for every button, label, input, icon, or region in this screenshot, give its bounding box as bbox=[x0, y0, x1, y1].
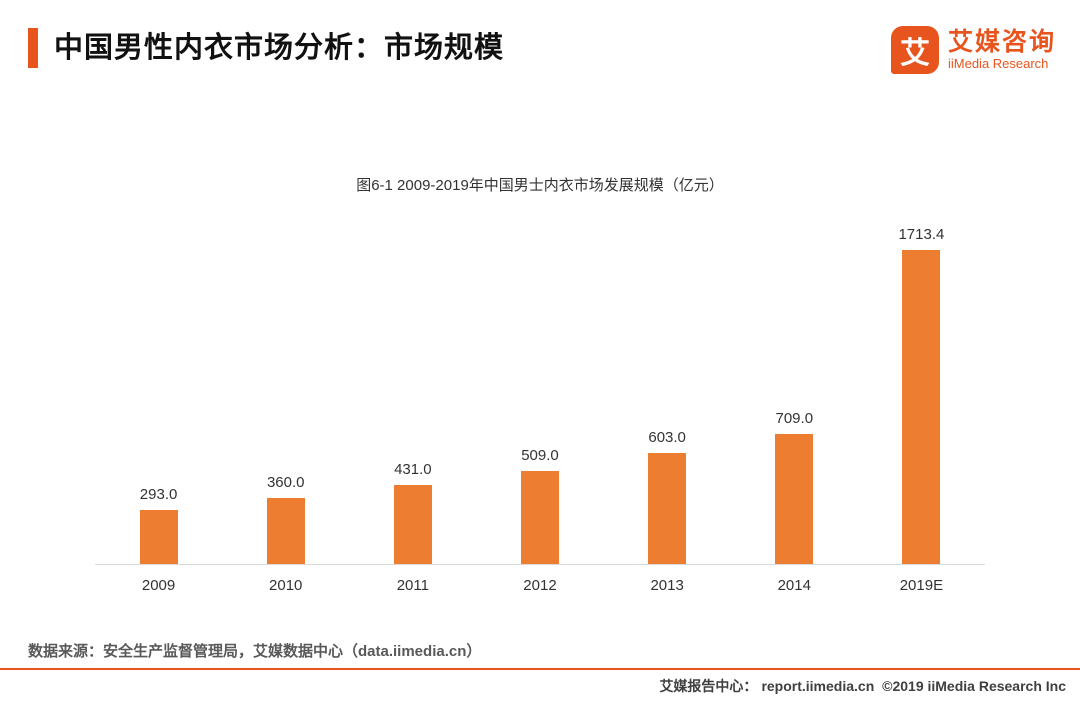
logo-name: 艾媒咨询 bbox=[947, 28, 1056, 57]
title-accent-bar bbox=[28, 28, 38, 68]
bar bbox=[266, 498, 305, 564]
iimedia-logo-icon: 艾 bbox=[890, 26, 939, 74]
bar-category-label: 2010 bbox=[269, 577, 303, 594]
chart-section: 图6-1 2009-2019年中国男士内衣市场发展规模（亿元） 293.0 360… bbox=[0, 174, 1080, 594]
bar-category-label: 2013 bbox=[650, 577, 684, 594]
iimedia-logo-text: 艾媒咨询 iiMedia Research bbox=[948, 28, 1056, 72]
footer-copyright: ©2019 iiMedia Research Inc bbox=[882, 678, 1066, 694]
bar bbox=[393, 485, 432, 564]
bar-category-label: 2019E bbox=[899, 577, 944, 594]
bar-column: 509.0 bbox=[476, 447, 603, 564]
bar-column: 293.0 bbox=[95, 486, 222, 564]
bar-value-label: 709.0 bbox=[775, 410, 814, 427]
bar-category-label: 2012 bbox=[523, 577, 557, 594]
bar-column: 360.0 bbox=[222, 474, 349, 564]
chart-title: 图6-1 2009-2019年中国男士内衣市场发展规模（亿元） bbox=[356, 177, 724, 194]
bar-value-label: 509.0 bbox=[521, 447, 559, 464]
bar-column: 1713.4 bbox=[858, 226, 985, 564]
bar-category-label: 2014 bbox=[777, 577, 811, 594]
bar-value-label: 603.0 bbox=[648, 429, 686, 446]
bar-value-label: 360.0 bbox=[266, 474, 305, 491]
bar-column: 603.0 bbox=[604, 429, 731, 564]
category-axis: 2009 2010 2011 2012 2013 2014 2019E bbox=[95, 565, 985, 594]
footer: 艾媒报告中心： report.iimedia.cn ©2019 iiMedia R… bbox=[0, 668, 1080, 696]
bar bbox=[520, 471, 559, 564]
footer-report-url: report.iimedia.cn bbox=[761, 678, 875, 694]
bar bbox=[648, 453, 687, 564]
bar-category-label: 2011 bbox=[396, 577, 429, 594]
bar-column: 709.0 bbox=[731, 410, 858, 564]
footer-report-center-label: 艾媒报告中心： bbox=[659, 678, 758, 694]
bar-category-label: 2009 bbox=[141, 577, 176, 594]
bar-column: 431.0 bbox=[349, 461, 476, 564]
logo-subtitle: iiMedia Research bbox=[947, 55, 1049, 71]
data-source-note: 数据来源：安全生产监督管理局，艾媒数据中心（data.iimedia.cn） bbox=[28, 643, 482, 660]
iimedia-logo: 艾 艾媒咨询 iiMedia Research bbox=[890, 26, 1056, 74]
bar bbox=[902, 250, 941, 564]
bar bbox=[139, 510, 178, 564]
header: 中国男性内衣市场分析：市场规模 艾 艾媒咨询 iiMedia Research bbox=[0, 0, 1080, 74]
bar bbox=[775, 434, 814, 564]
bar-value-label: 1713.4 bbox=[898, 226, 945, 243]
bar-value-label: 293.0 bbox=[139, 486, 178, 503]
bar-value-label: 431.0 bbox=[394, 461, 432, 478]
page-title: 中国男性内衣市场分析：市场规模 bbox=[54, 32, 505, 64]
bar-plot: 293.0 360.0 431.0 509.0 603.0 709.0 1713.4 bbox=[95, 226, 985, 565]
